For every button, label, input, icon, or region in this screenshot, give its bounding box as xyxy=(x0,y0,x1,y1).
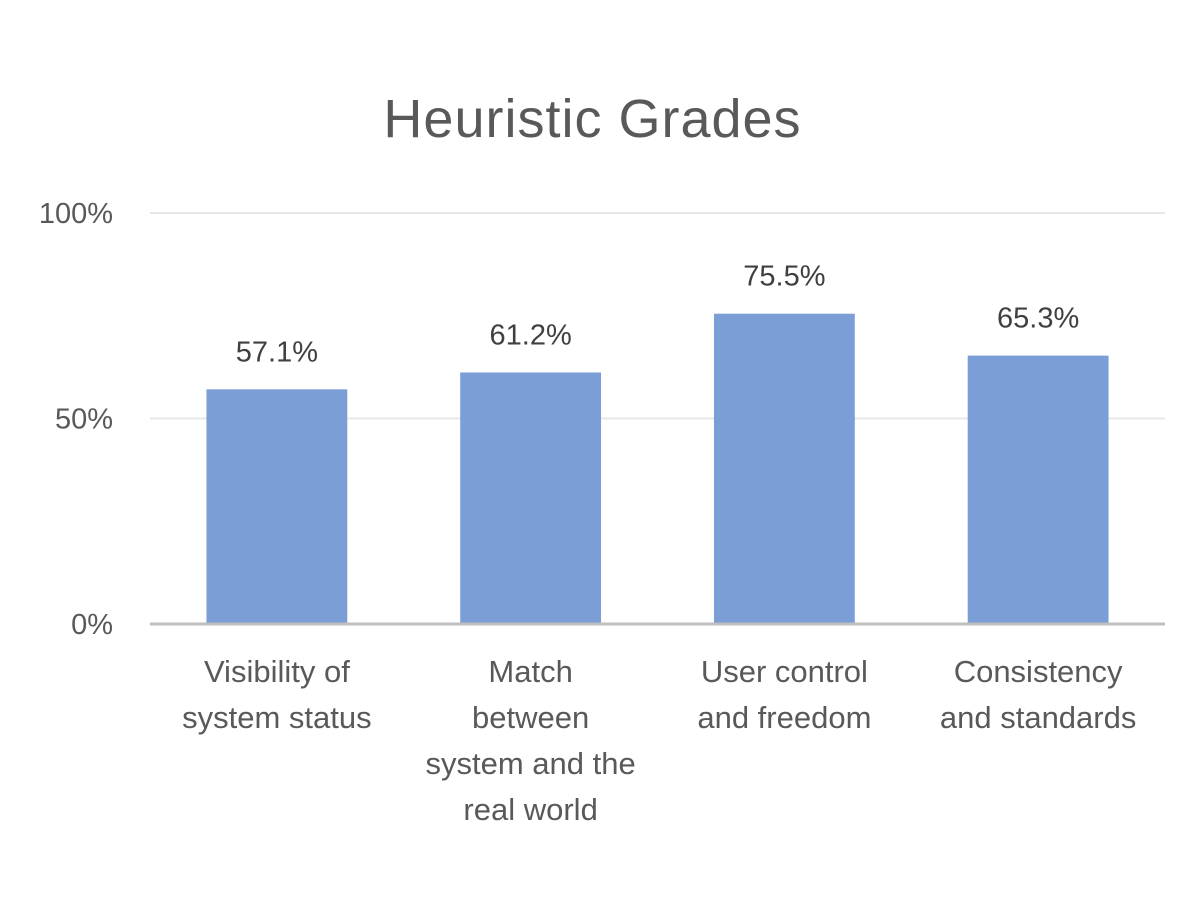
data-label: 65.3% xyxy=(997,303,1079,335)
y-axis-tick-labels: 0% 50% 100% xyxy=(39,198,113,641)
bar xyxy=(714,314,855,624)
x-tick-label: between xyxy=(472,700,589,735)
x-tick-label: system and the xyxy=(426,746,636,781)
x-tick-label: Visibility of xyxy=(204,654,350,689)
bar xyxy=(460,372,601,624)
data-labels: 57.1% 61.2% 75.5% 65.3% xyxy=(236,261,1079,369)
y-tick-label: 0% xyxy=(71,609,113,641)
x-tick-label: Match xyxy=(488,654,572,689)
data-label: 75.5% xyxy=(743,261,825,293)
x-tick-label: and standards xyxy=(940,700,1136,735)
x-axis-tick-labels: Visibility of system status Match between sy… xyxy=(182,654,1136,827)
data-label: 61.2% xyxy=(490,319,572,351)
y-tick-label: 100% xyxy=(39,198,113,230)
x-tick-label: and freedom xyxy=(697,700,871,735)
data-label: 57.1% xyxy=(236,336,318,368)
x-tick-label: system status xyxy=(182,700,372,735)
bar xyxy=(968,356,1109,624)
y-tick-label: 50% xyxy=(55,404,113,436)
x-tick-label: Consistency xyxy=(954,654,1123,689)
bars xyxy=(206,314,1108,624)
x-tick-label: User control xyxy=(701,654,868,689)
x-tick-label: real world xyxy=(463,792,597,827)
bar xyxy=(206,389,347,624)
